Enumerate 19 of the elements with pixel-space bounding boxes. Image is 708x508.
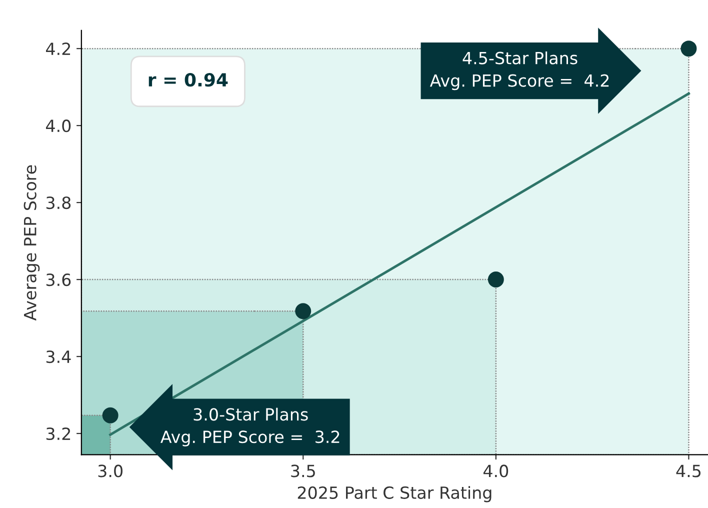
annotation: 3.0-Star Plans Avg. PEP Score = 3.2 [160,408,340,446]
y-tick-label: 3.4 [46,350,71,364]
point [488,272,504,288]
x-tick-label: 3.0 [98,464,122,478]
point [295,303,312,320]
y-axis-title: Average PEP Score [24,165,40,321]
y-tick-label: 3.6 [46,273,71,286]
y-tick-label: 4.0 [46,120,71,132]
x-tick-label: 4.5 [676,464,701,478]
annotation: r = 0.94 [148,72,228,87]
point [680,40,697,57]
point [102,407,118,424]
annotation: 4.5-Star Plans Avg. PEP Score = 4.2 [430,51,609,90]
x-axis-title: 2025 Part C Star Rating [298,486,492,502]
x-tick-label: 3.5 [291,464,315,478]
y-tick-label: 3.8 [46,196,71,210]
y-tick-label: 4.2 [46,42,70,55]
y-tick-label: 3.2 [46,427,70,440]
x-tick-label: 4.0 [483,464,508,478]
